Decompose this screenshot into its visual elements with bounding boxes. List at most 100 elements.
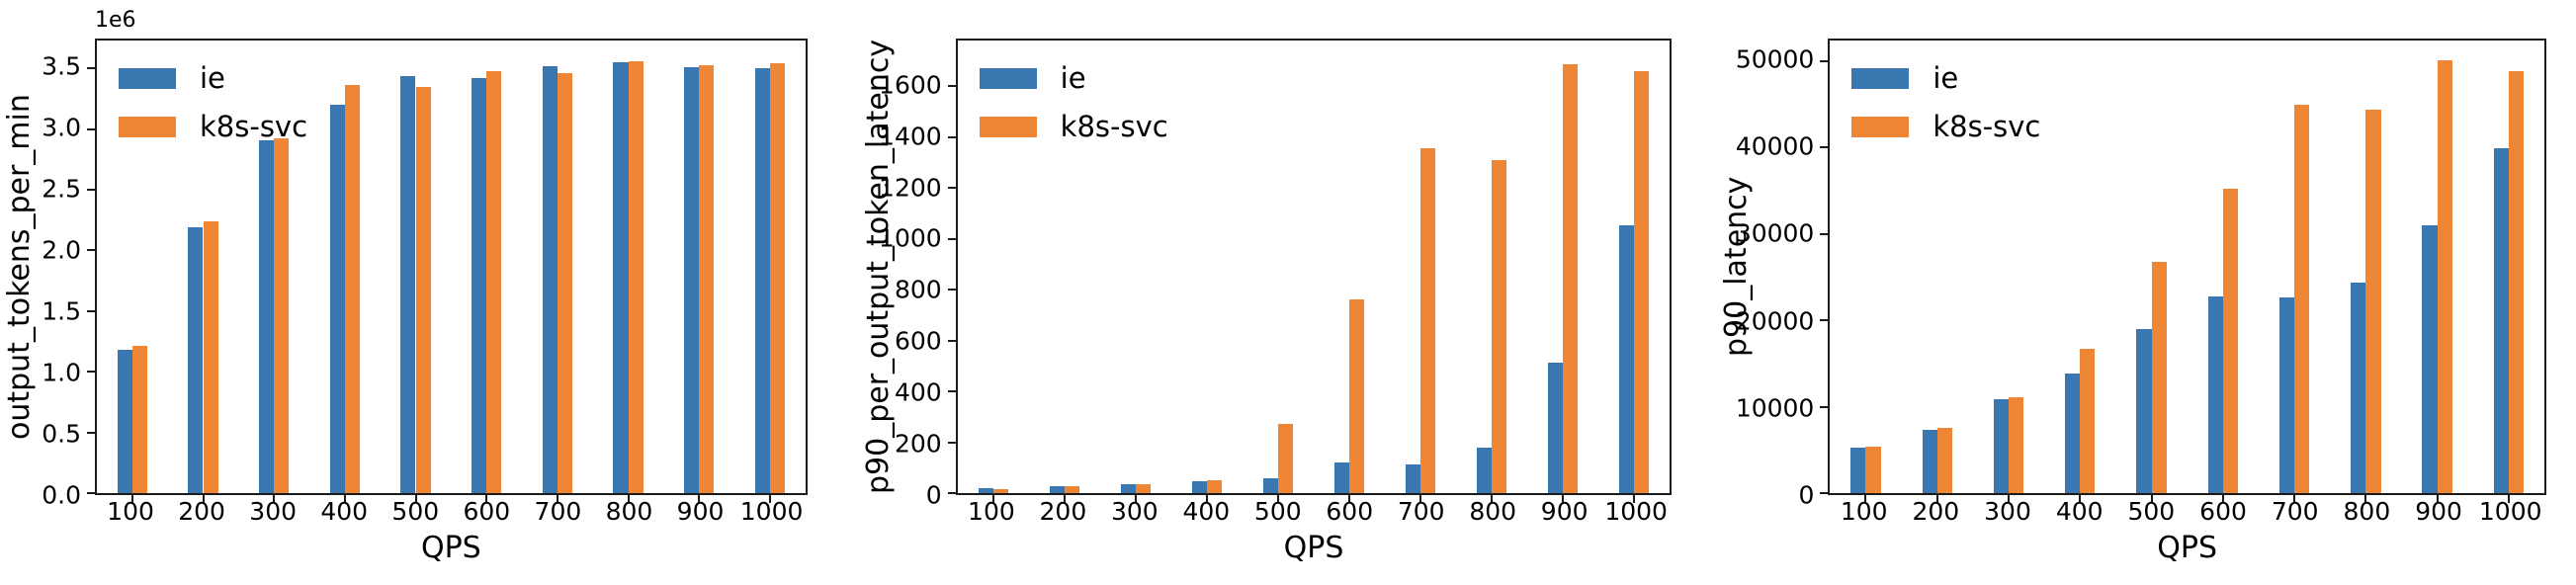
bar-k8s-svc bbox=[2080, 348, 2096, 493]
x-tick-mark bbox=[1134, 495, 1137, 503]
x-tick-mark bbox=[991, 495, 994, 503]
legend-entry-k8s-svc: k8s-svc bbox=[979, 113, 1168, 141]
x-tick-mark bbox=[2150, 495, 2153, 503]
bar-ie bbox=[1477, 447, 1493, 493]
legend-swatch-ie bbox=[979, 68, 1037, 89]
bar-ie bbox=[542, 65, 558, 493]
x-tick-label: 200 bbox=[178, 497, 225, 526]
y-tick-label: 50000 bbox=[1735, 44, 1815, 74]
chart-p90-per-output-token-latency: p90_per_output_token_latency ie k8s-svc 0 20… bbox=[859, 0, 1718, 585]
y-tick-label: 30000 bbox=[1735, 218, 1815, 248]
y-tick-mark bbox=[947, 339, 956, 342]
bar-k8s-svc bbox=[1064, 486, 1079, 493]
bar-ie bbox=[2422, 225, 2438, 493]
bar-k8s-svc bbox=[344, 85, 360, 493]
x-tick-label: 500 bbox=[2127, 497, 2176, 526]
legend-label-k8s-svc: k8s-svc bbox=[1932, 110, 2041, 143]
y-tick-label: 1.5 bbox=[42, 296, 81, 326]
x-tick-label: 100 bbox=[968, 497, 1015, 526]
bar-ie bbox=[1191, 481, 1207, 493]
x-tick-label: 200 bbox=[1039, 497, 1087, 526]
y-tick-label: 20000 bbox=[1735, 306, 1815, 336]
bar-ie bbox=[400, 75, 416, 493]
x-tick-mark bbox=[1935, 495, 1938, 503]
bar-ie bbox=[1850, 448, 1866, 493]
bar-k8s-svc bbox=[131, 346, 147, 493]
bar-ie bbox=[117, 349, 132, 493]
plot-area: ie k8s-svc bbox=[1820, 39, 2547, 503]
bar-ie bbox=[188, 227, 204, 493]
y-tick-area: 0 10000 20000 30000 40000 50000 bbox=[1717, 39, 1828, 508]
x-tick-mark bbox=[2079, 495, 2082, 503]
bar-k8s-svc bbox=[1420, 148, 1436, 493]
x-tick-label: 500 bbox=[391, 497, 440, 526]
bar-ie bbox=[2207, 295, 2223, 493]
y-tick-label: 0.0 bbox=[42, 480, 81, 510]
y-tick-label: 200 bbox=[894, 429, 942, 459]
x-tick-label: 900 bbox=[676, 497, 725, 526]
x-tick-label: 200 bbox=[1912, 497, 1960, 526]
x-tick-label: 100 bbox=[1840, 497, 1888, 526]
y-tick-mark bbox=[947, 187, 956, 190]
x-tick-label: 300 bbox=[1984, 497, 2031, 526]
x-tick-mark bbox=[2293, 495, 2296, 503]
legend-swatch-ie bbox=[119, 68, 176, 89]
bar-ie bbox=[2136, 328, 2152, 493]
bar-k8s-svc bbox=[2294, 104, 2310, 493]
x-tick-labels: 100 200 300 400 500 600 700 800 900 1000 bbox=[956, 498, 1673, 528]
bar-k8s-svc bbox=[1492, 159, 1507, 493]
x-tick-mark bbox=[1491, 495, 1494, 503]
bar-k8s-svc bbox=[486, 70, 502, 493]
bar-ie bbox=[329, 105, 345, 493]
x-tick-label: 100 bbox=[107, 497, 154, 526]
bar-k8s-svc bbox=[769, 63, 785, 493]
bar-k8s-svc bbox=[1206, 480, 1223, 493]
bar-k8s-svc bbox=[2508, 70, 2525, 493]
bar-ie bbox=[2493, 148, 2509, 493]
y-tick-mark bbox=[947, 85, 956, 88]
bar-ie bbox=[1405, 463, 1421, 493]
bar-ie bbox=[1993, 398, 2009, 493]
chart-output-tokens-per-min: output_tokens_per_min 1e6 ie k8s-svc 0.0 0.5 1… bbox=[0, 0, 859, 585]
legend-swatch-k8s-svc bbox=[1851, 117, 1910, 137]
y-tick-label: 2.0 bbox=[42, 235, 81, 265]
bar-ie bbox=[754, 68, 770, 493]
x-tick-mark bbox=[485, 495, 488, 503]
x-tick-mark bbox=[2436, 495, 2439, 503]
x-tick-mark bbox=[414, 495, 417, 503]
x-tick-label: 400 bbox=[320, 497, 369, 526]
y-tick-label: 400 bbox=[894, 377, 942, 407]
bar-k8s-svc bbox=[1277, 424, 1294, 493]
y-tick-label: 1400 bbox=[879, 122, 942, 151]
y-tick-mark bbox=[947, 390, 956, 393]
x-tick-mark bbox=[1419, 495, 1422, 503]
bar-ie bbox=[1548, 362, 1564, 493]
x-tick-mark bbox=[273, 495, 276, 503]
legend-entry-k8s-svc: k8s-svc bbox=[119, 113, 307, 141]
bar-k8s-svc bbox=[2365, 109, 2381, 493]
x-tick-label: 600 bbox=[2199, 497, 2247, 526]
x-tick-mark bbox=[1562, 495, 1565, 503]
x-tick-mark bbox=[1864, 495, 1867, 503]
x-tick-label: 800 bbox=[1469, 497, 1517, 526]
bar-k8s-svc bbox=[992, 488, 1008, 493]
x-tick-mark bbox=[556, 495, 558, 503]
y-tick-label: 0 bbox=[925, 480, 942, 510]
y-tick-label: 0 bbox=[1798, 480, 1815, 510]
bar-ie bbox=[1120, 483, 1136, 493]
y-tick-mark bbox=[87, 309, 95, 312]
x-tick-label: 400 bbox=[1182, 497, 1231, 526]
y-tick-label: 1000 bbox=[879, 223, 942, 253]
y-tick-label: 800 bbox=[894, 275, 942, 304]
y-tick-mark bbox=[947, 492, 956, 494]
x-tick-mark bbox=[130, 495, 133, 503]
y-tick-mark bbox=[1820, 146, 1829, 149]
x-tick-labels: 100 200 300 400 500 600 700 800 900 1000 bbox=[95, 498, 808, 528]
legend-swatch-k8s-svc bbox=[119, 117, 176, 137]
x-tick-mark bbox=[343, 495, 346, 503]
x-tick-mark bbox=[1205, 495, 1208, 503]
x-tick-mark bbox=[1276, 495, 1279, 503]
y-tick-label: 1600 bbox=[879, 70, 942, 100]
bar-k8s-svc bbox=[1349, 299, 1365, 493]
bar-k8s-svc bbox=[274, 138, 290, 493]
